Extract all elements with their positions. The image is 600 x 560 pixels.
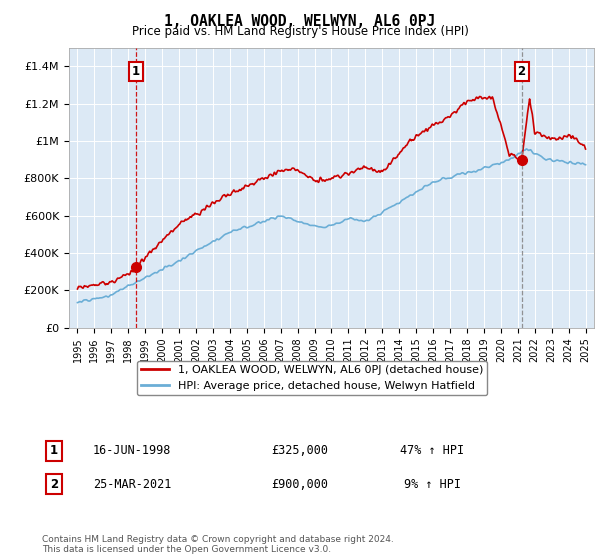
- Text: Price paid vs. HM Land Registry's House Price Index (HPI): Price paid vs. HM Land Registry's House …: [131, 25, 469, 38]
- Text: 1: 1: [132, 66, 140, 78]
- Text: 16-JUN-1998: 16-JUN-1998: [93, 444, 171, 458]
- Text: 25-MAR-2021: 25-MAR-2021: [93, 478, 171, 491]
- Text: 2: 2: [518, 66, 526, 78]
- Text: 1, OAKLEA WOOD, WELWYN, AL6 0PJ: 1, OAKLEA WOOD, WELWYN, AL6 0PJ: [164, 14, 436, 29]
- Legend: 1, OAKLEA WOOD, WELWYN, AL6 0PJ (detached house), HPI: Average price, detached h: 1, OAKLEA WOOD, WELWYN, AL6 0PJ (detache…: [137, 361, 487, 395]
- Text: 1: 1: [50, 444, 58, 458]
- Text: £900,000: £900,000: [271, 478, 329, 491]
- Text: 2: 2: [50, 478, 58, 491]
- Text: £325,000: £325,000: [271, 444, 329, 458]
- Text: 47% ↑ HPI: 47% ↑ HPI: [400, 444, 464, 458]
- Text: Contains HM Land Registry data © Crown copyright and database right 2024.
This d: Contains HM Land Registry data © Crown c…: [42, 535, 394, 554]
- Text: 9% ↑ HPI: 9% ↑ HPI: [404, 478, 461, 491]
